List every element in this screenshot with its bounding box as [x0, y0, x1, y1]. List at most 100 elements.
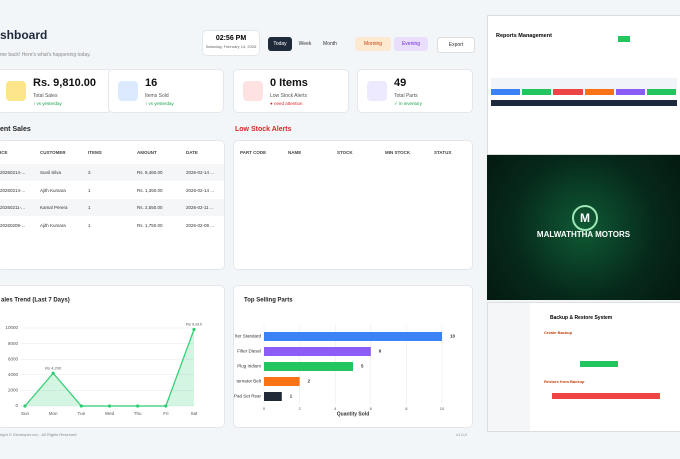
table-cell: Rs. 1,750.00	[137, 222, 163, 228]
y-tick-label: Filter Diesel	[237, 349, 261, 354]
column-header: CUSTOMER	[40, 150, 66, 155]
x-tick-label: 2	[298, 406, 301, 411]
export-button[interactable]: Export	[437, 37, 475, 53]
y-tick-label: 4000	[8, 372, 19, 377]
table-cell: 1	[88, 187, 91, 193]
point	[192, 327, 196, 332]
x-tick-label: Thu	[134, 411, 142, 416]
column-header: AMOUNT	[137, 150, 157, 155]
reports-preview: Reports Management	[487, 15, 680, 155]
x-tick-label: Tue	[78, 411, 86, 416]
brand: MALWATHTHA MOTORS	[536, 230, 631, 239]
clock: 02:56 PM Saturday, February 14, 2026	[202, 30, 260, 56]
y-tick-label: ternator Belt	[236, 379, 261, 384]
stat-label: Items Sold	[145, 93, 169, 99]
x-tick-label: Sat	[191, 411, 199, 416]
period-button[interactable]: Today	[268, 37, 292, 51]
y-tick-label: Pad Set Rear	[234, 394, 262, 399]
column-header: PART CODE	[240, 150, 267, 155]
stat-card	[108, 69, 224, 113]
bar	[264, 332, 442, 341]
subtitle: me back! Here's what's happening today.	[0, 52, 91, 58]
table-cell: 20260214-...	[0, 170, 26, 175]
table-cell: Kamal Perera	[40, 205, 68, 210]
chart-title: Top Selling Parts	[244, 298, 293, 304]
version: v1.0.0	[456, 432, 467, 437]
point	[164, 404, 168, 408]
x-tick-label: Fri	[163, 411, 168, 416]
low-stock-card	[233, 140, 473, 270]
date: Saturday, February 14, 2026	[205, 44, 257, 49]
x-tick-label: 0	[263, 406, 266, 411]
bar	[264, 347, 371, 356]
shift-button[interactable]: Morning	[355, 37, 391, 51]
x-tick-label: Wed	[105, 411, 115, 416]
table-cell: 20260214-...	[0, 187, 26, 193]
table-cell: 1	[88, 222, 91, 228]
bar	[264, 377, 300, 386]
table-cell: 2026-02-14 ...	[186, 170, 215, 175]
splash-preview: M MALWATHTHA MOTORS	[487, 155, 680, 300]
column-header: ICE	[0, 150, 8, 155]
y-tick-label: Plug Iridium	[237, 364, 261, 369]
point	[107, 404, 112, 408]
period-button[interactable]: Month	[323, 41, 337, 47]
table-cell: 3	[88, 170, 91, 175]
y-tick-label: 2000	[8, 388, 19, 393]
stat-icon	[243, 81, 263, 101]
x-tick-label: 10	[440, 406, 445, 411]
stat-note: ✓ in inventory	[394, 101, 423, 106]
period-button[interactable]: Week	[298, 41, 312, 47]
section-title: Low Stock Alerts	[235, 126, 292, 133]
value-label: 5	[361, 364, 364, 369]
area	[25, 329, 194, 406]
row-bg	[0, 199, 224, 216]
y-tick-label: 6000	[8, 356, 19, 361]
shift-button[interactable]: Evening	[394, 37, 428, 51]
table-cell: Rs. 2,550.00	[137, 205, 163, 210]
value-label: 10	[450, 334, 456, 339]
point	[79, 404, 83, 408]
value-label: 2	[308, 379, 311, 384]
y-tick-label: 10000	[5, 325, 18, 330]
stat-icon	[118, 81, 138, 101]
section-title: ent Sales	[0, 126, 31, 133]
stat-label: Total Sales	[33, 93, 58, 99]
table-cell: Ajith Kumara	[40, 187, 66, 193]
column-header: MIN STOCK	[385, 150, 411, 155]
backup-preview: Backup & Restore System Create Backup Re…	[487, 302, 680, 432]
column-header: ITEMS	[88, 150, 102, 155]
bar	[264, 392, 282, 401]
preview-title: Reports Management	[496, 33, 552, 39]
stat-icon	[6, 81, 26, 101]
stat-value: 16	[145, 77, 158, 89]
table-cell: Rs. 1,350.00	[137, 187, 163, 193]
table-cell: 20260209-...	[0, 222, 26, 228]
bar	[264, 362, 353, 371]
copyright: right © Developer.xxx - All Rights Reser…	[0, 432, 77, 437]
y-tick-label: lter Standard	[235, 334, 261, 339]
chart-title: ales Trend (Last 7 Days)	[1, 298, 70, 304]
page-title: shboard	[0, 28, 48, 42]
x-tick-label: Mon	[49, 411, 58, 416]
table-cell: 2026-02-11 ...	[186, 205, 214, 210]
bar-chart: Top Selling Parts 0 2 4 6 8 10 lter Standard 10 F…	[234, 298, 456, 418]
stat-note: ↑ vs yesterday	[145, 101, 174, 106]
time: 02:56 PM	[215, 35, 247, 42]
stat-label: Low Stock Alerts	[270, 93, 307, 99]
stat-value: Rs. 9,810.00	[33, 77, 96, 89]
table-cell: Rs. 8,460.00	[137, 170, 163, 175]
value-label: 6	[379, 349, 382, 354]
point	[136, 404, 140, 408]
table-cell: Sunil Silva	[40, 170, 62, 175]
value-label: 1	[290, 394, 293, 399]
table-cell: 2026-02-09 ...	[186, 222, 215, 228]
y-tick-label: 0	[15, 403, 18, 408]
stat-value: 49	[394, 77, 407, 89]
column-header: DATE	[186, 150, 198, 155]
point	[51, 371, 55, 375]
preview-title: Backup & Restore System	[550, 315, 613, 321]
preview-section: Create Backup	[544, 330, 573, 335]
x-axis-title: Quantity Sold	[337, 411, 370, 417]
